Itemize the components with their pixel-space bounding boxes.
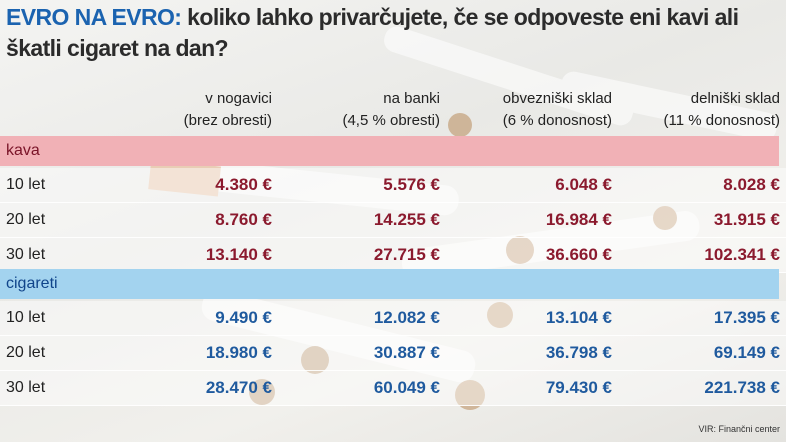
cell-value: 27.715 € bbox=[373, 245, 440, 264]
title-text: koliko lahko privarčujete, če se odpoves… bbox=[6, 4, 739, 61]
column-header-line: obvezniški sklad bbox=[502, 90, 612, 107]
title: EVRO NA EVRO: koliko lahko privarčujete,… bbox=[6, 2, 766, 64]
column-header-line: (4,5 % obresti) bbox=[342, 112, 440, 129]
source: VIR: Finančni center bbox=[698, 424, 780, 434]
cell-value: 13.104 € bbox=[545, 308, 612, 327]
table-row: 30 let 28.470 € 60.049 € 79.430 € 221.738 € bbox=[0, 371, 786, 406]
table-row: 10 let 4.380 € 5.576 € 6.048 € 8.028 € bbox=[0, 168, 786, 203]
section-rows: 10 let 4.380 € 5.576 € 6.048 € 8.028 € 20 let… bbox=[0, 168, 786, 273]
cell-value: 36.798 € bbox=[545, 343, 612, 362]
column-header-line: (6 % donosnost) bbox=[502, 112, 612, 129]
section-rows: 10 let 9.490 € 12.082 € 13.104 € 17.395 € 20 … bbox=[0, 301, 786, 406]
column-header-line: (11 % donosnost) bbox=[663, 112, 780, 129]
column-header-line: v nogavici bbox=[205, 90, 272, 107]
column-header-line: (brez obresti) bbox=[183, 112, 272, 129]
table-row: 30 let 13.140 € 27.715 € 36.660 € 102.341 € bbox=[0, 238, 786, 273]
title-highlight: EVRO NA EVRO: bbox=[6, 4, 182, 30]
cell-value: 102.341 € bbox=[704, 245, 780, 264]
column-header-line: delniški sklad bbox=[690, 90, 780, 107]
table-row: 20 let 18.980 € 30.887 € 36.798 € 69.149 € bbox=[0, 336, 786, 371]
cell-value: 28.470 € bbox=[205, 378, 272, 397]
row-label: 10 let bbox=[6, 176, 46, 193]
column-header: delniški sklad (11 % donosnost) bbox=[612, 88, 780, 132]
row-label: 10 let bbox=[6, 309, 46, 326]
cell-value: 4.380 € bbox=[215, 175, 272, 194]
row-label: 20 let bbox=[6, 211, 46, 228]
cell-value: 13.140 € bbox=[205, 245, 272, 264]
cell-value: 30.887 € bbox=[373, 343, 440, 362]
cell-value: 16.984 € bbox=[545, 210, 612, 229]
cell-value: 79.430 € bbox=[545, 378, 612, 397]
cell-value: 221.738 € bbox=[704, 378, 780, 397]
cell-value: 9.490 € bbox=[215, 308, 272, 327]
cell-value: 8.760 € bbox=[215, 210, 272, 229]
row-label: 30 let bbox=[6, 379, 46, 396]
cell-value: 6.048 € bbox=[555, 175, 612, 194]
section-band: cigareti bbox=[0, 269, 779, 299]
cell-value: 18.980 € bbox=[205, 343, 272, 362]
row-label: 30 let bbox=[6, 246, 46, 263]
cigarettes bbox=[148, 26, 778, 410]
column-header-line: na banki bbox=[383, 90, 440, 107]
cell-value: 8.028 € bbox=[723, 175, 780, 194]
cell-value: 5.576 € bbox=[383, 175, 440, 194]
section-band: kava bbox=[0, 136, 779, 166]
column-header: na banki (4,5 % obresti) bbox=[272, 88, 440, 132]
cell-value: 31.915 € bbox=[713, 210, 780, 229]
column-header: obvezniški sklad (6 % donosnost) bbox=[440, 88, 612, 132]
cell-value: 14.255 € bbox=[373, 210, 440, 229]
row-label: 20 let bbox=[6, 344, 46, 361]
cell-value: 12.082 € bbox=[373, 308, 440, 327]
cell-value: 60.049 € bbox=[373, 378, 440, 397]
column-headers: v nogavici (brez obresti) na banki (4,5 % o… bbox=[0, 88, 786, 132]
cell-value: 17.395 € bbox=[713, 308, 780, 327]
table-row: 10 let 9.490 € 12.082 € 13.104 € 17.395 € bbox=[0, 301, 786, 336]
table-row: 20 let 8.760 € 14.255 € 16.984 € 31.915 € bbox=[0, 203, 786, 238]
cell-value: 36.660 € bbox=[545, 245, 612, 264]
cell-value: 69.149 € bbox=[713, 343, 780, 362]
column-header: v nogavici (brez obresti) bbox=[180, 88, 272, 132]
